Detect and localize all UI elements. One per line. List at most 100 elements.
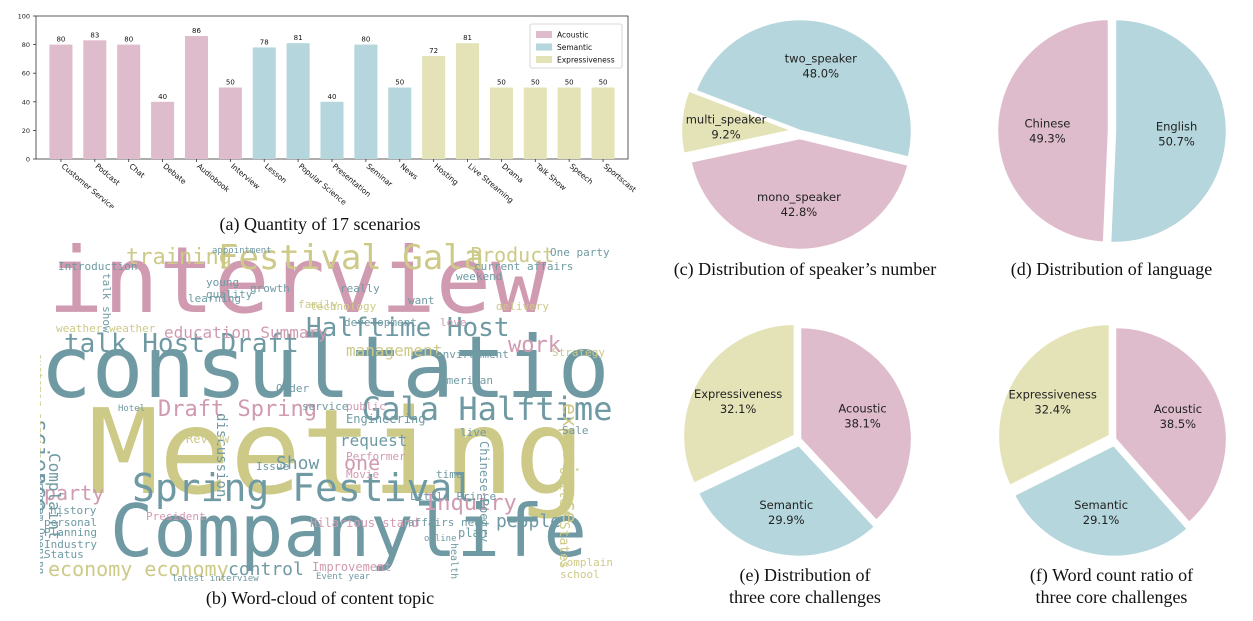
y-tick-label: 80 — [22, 41, 30, 49]
word-management: management — [346, 341, 443, 360]
word-current-affairs: current affairs — [474, 260, 574, 273]
bar-value-label: 83 — [90, 31, 99, 39]
pie-slice-english — [1108, 17, 1229, 245]
word-cloud: Meeting interview consultation Companylife S… — [40, 243, 612, 585]
bar-audiobook — [184, 36, 208, 159]
legend-swatch-semantic — [536, 43, 552, 51]
word-complain: complain — [560, 556, 612, 569]
word-companylife: Companylife — [110, 489, 587, 573]
y-tick-label: 60 — [22, 70, 30, 78]
word-live: live — [460, 426, 487, 439]
word-status: Status — [44, 548, 84, 561]
word-improvement: Improvement — [312, 560, 392, 574]
word-talk-host-draft: talk Host Draft — [64, 329, 299, 359]
pie-slice-two-speaker — [693, 17, 914, 160]
word-work: work — [508, 333, 561, 358]
pie-label-semantic: Semantic — [1074, 498, 1128, 512]
pie-pct-english: 50.7% — [1158, 134, 1195, 148]
word-economy-economy: economy economy — [48, 557, 229, 581]
word-event-year: Event year — [316, 572, 371, 582]
legend-label-acoustic: Acoustic — [557, 31, 589, 40]
word-american: American — [440, 374, 493, 387]
bar-presentation — [320, 101, 344, 159]
pie-pct-chinese: 49.3% — [1029, 132, 1066, 146]
bar-value-label: 40 — [328, 93, 337, 101]
word-really: really — [340, 282, 380, 295]
caption-line-2: three core challenges — [729, 587, 881, 607]
word-technology: technology — [310, 300, 377, 313]
x-tick-label: Sportscast — [602, 162, 638, 194]
bar-value-label: 50 — [497, 79, 506, 87]
x-tick-label: Audiobook — [195, 162, 232, 195]
bar-chart-caption: (a) Quantity of 17 scenarios — [219, 214, 421, 234]
pie-pct-expressiveness: 32.1% — [720, 402, 757, 416]
word-school: school — [560, 568, 600, 581]
legend-label-expressiveness: Expressiveness — [557, 56, 615, 65]
word-plan: plan — [458, 526, 487, 540]
caption-line-1: (f) Word count ratio of — [1029, 565, 1194, 585]
pie-chart-language-caption: (d) Distribution of language — [1010, 259, 1213, 279]
legend-swatch-expressiveness — [536, 56, 552, 63]
caption-line-1: (e) Distribution of — [739, 565, 871, 585]
word-learning: learning — [188, 292, 241, 305]
word-inquiry: Inquiry — [424, 491, 517, 516]
legend-box — [529, 23, 623, 69]
bar-value-label: 50 — [565, 79, 574, 87]
pie-pct-acoustic: 38.5% — [1160, 417, 1197, 431]
x-tick-label: Seminar — [365, 162, 395, 190]
pie-slice-expressiveness — [996, 322, 1112, 488]
bar-value-label: 81 — [294, 34, 303, 42]
x-tick-label: Interview — [229, 162, 262, 191]
word-training: training — [126, 245, 232, 270]
pie-label-expressiveness: Expressiveness — [1009, 388, 1097, 402]
word-one-party: One party — [550, 246, 610, 259]
bar-customer-service — [49, 44, 73, 159]
y-tick-label: 0 — [26, 156, 30, 164]
pie-slice-acoustic — [798, 325, 914, 523]
word-affairs-news: affairs news — [408, 516, 488, 529]
pie-label-multi-speaker: multi_speaker — [686, 112, 767, 126]
x-tick-label: Debate — [161, 162, 188, 187]
word-draft-spring: Draft Spring — [158, 397, 317, 422]
word-delivery: delivery — [496, 300, 549, 313]
pie-pct-semantic: 29.1% — [1083, 513, 1120, 527]
word-party: party — [44, 481, 105, 505]
pie-pct-expressiveness: 32.4% — [1034, 403, 1071, 417]
pie-label-english: English — [1156, 119, 1198, 133]
word-issue: Issue — [256, 460, 290, 473]
word-weather-weather: weather weather — [56, 322, 156, 335]
word-environment: environment — [436, 348, 509, 361]
word-request: request — [340, 431, 408, 450]
caption-line-2: three core challenges — [1035, 587, 1188, 607]
word-health: health — [448, 543, 459, 580]
bar-popular-science — [286, 43, 310, 159]
word-gala-halftime: Gala Halftime — [362, 390, 612, 428]
bar-speech — [557, 87, 581, 159]
pie-label-expressiveness: Expressiveness — [694, 387, 782, 401]
bar-value-label: 50 — [531, 79, 540, 87]
word-engineering: Engineering — [346, 412, 426, 426]
bar-value-label: 81 — [463, 34, 472, 42]
word-weekend: weekend — [456, 270, 503, 283]
word-interview: interview — [48, 243, 547, 334]
word-product: Product — [470, 243, 555, 267]
word-public: public — [346, 400, 386, 413]
bar-lesson — [252, 47, 276, 159]
pie-slice-expressiveness — [681, 322, 797, 486]
pie-label-acoustic: Acoustic — [838, 401, 886, 415]
bar-value-label: 50 — [599, 79, 608, 87]
pie-label-chinese: Chinese — [1024, 117, 1070, 131]
word-quality: quality — [206, 288, 253, 301]
pie-label-two-speaker: two_speaker — [785, 52, 857, 66]
pie-label-mono-speaker: mono_speaker — [757, 190, 841, 204]
x-tick-label: Podcast — [94, 162, 122, 188]
pie-slice-semantic — [696, 443, 877, 559]
word-president: President — [146, 510, 206, 523]
pie-slice-acoustic — [1113, 325, 1229, 525]
legend-swatch-acoustic — [536, 31, 552, 38]
word-hilarious-stand: Hilarious stand — [310, 516, 419, 530]
x-tick-label: Drama — [500, 162, 525, 185]
bar-seminar — [354, 44, 378, 159]
